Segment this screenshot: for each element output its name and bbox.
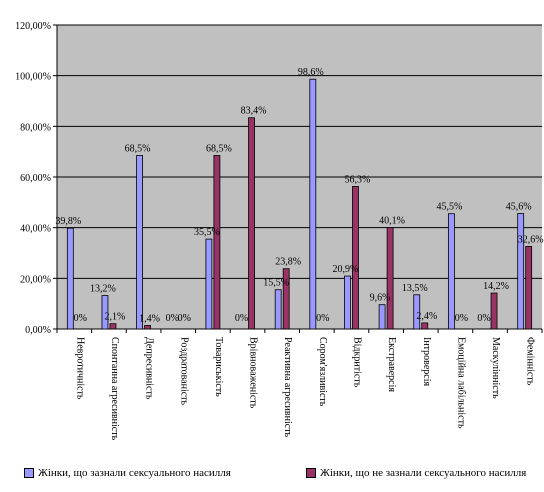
x-tick-label: Екстраверсія <box>386 337 397 392</box>
data-label-series-1: 0% <box>235 313 248 324</box>
data-label-series-1: 15,5% <box>263 278 289 289</box>
x-tick-label: Відкритість <box>351 337 362 388</box>
y-tick-label: 120,00% <box>15 21 51 32</box>
bar-series-2 <box>525 246 533 330</box>
bar-series-1 <box>101 295 109 330</box>
bar-series-1 <box>447 213 455 330</box>
bar-series-2 <box>144 325 152 330</box>
x-tick-label: Інтроверсія <box>421 337 432 386</box>
bar-series-1 <box>205 238 213 330</box>
data-label-series-2: 1,4% <box>139 313 160 324</box>
data-label-series-2: 0% <box>74 313 87 324</box>
x-tick-label: Маскулінність <box>490 337 501 399</box>
data-label-series-2: 14,2% <box>483 281 509 292</box>
bar-series-2 <box>490 292 498 330</box>
legend: Жінки, що зазнали сексуального насилля Жі… <box>0 462 544 484</box>
data-label-series-2: 0% <box>316 313 329 324</box>
legend-label: Жінки, що зазнали сексуального насилля <box>38 467 231 479</box>
bar-chart-svg: 0,00% 20,00% 40,00% 60,00% 80,00% 100,00% 120,… <box>15 21 544 441</box>
y-tick-label: 0,00% <box>25 325 51 336</box>
data-label-series-1: 13,5% <box>402 283 428 294</box>
data-label-series-2: 23,8% <box>275 257 301 268</box>
legend-item-series-2: Жінки, що не зазнали сексуального насилл… <box>306 462 526 484</box>
bar-series-1 <box>517 213 525 330</box>
bar-series-1 <box>274 289 282 330</box>
y-tick-label: 60,00% <box>20 173 51 184</box>
data-label-series-1: 9,6% <box>370 293 391 304</box>
data-label-series-2: 56,3% <box>345 174 371 185</box>
legend-swatch <box>24 468 34 478</box>
y-tick-label: 20,00% <box>20 274 51 285</box>
data-label-series-2: 32,6% <box>518 234 544 245</box>
bar-series-2 <box>352 185 359 330</box>
legend-label: Жінки, що не зазнали сексуального насилл… <box>320 467 527 479</box>
x-tick-label: Невротичність <box>74 337 85 400</box>
bar-series-2 <box>109 323 117 330</box>
bar-series-1 <box>66 227 74 330</box>
data-label-series-1: 39,8% <box>55 216 81 227</box>
data-label-series-2: 0% <box>455 313 468 324</box>
legend-swatch <box>306 468 316 478</box>
data-label-series-1: 0% <box>166 313 179 324</box>
x-tick-label: Сором'язливість <box>317 337 328 407</box>
data-label-series-2: 83,4% <box>241 106 267 117</box>
x-tick-label: Врівноваженість <box>248 337 259 409</box>
x-tick-label: Реактивна агресивність <box>282 337 293 438</box>
data-label-series-1: 98,6% <box>298 67 324 78</box>
data-label-series-2: 2,4% <box>416 311 437 322</box>
data-label-series-1: 45,6% <box>506 201 532 212</box>
data-label-series-2: 2,1% <box>105 312 126 323</box>
data-label-series-1: 0% <box>477 313 490 324</box>
data-label-series-2: 68,5% <box>206 143 232 154</box>
x-tick-label: Емоційна лабільність <box>455 337 466 429</box>
bar-series-2 <box>282 268 290 330</box>
data-label-series-1: 35,5% <box>194 227 220 238</box>
y-tick-label: 80,00% <box>20 122 51 133</box>
bar-series-1 <box>413 294 421 330</box>
data-label-series-2: 40,1% <box>379 215 405 226</box>
bar-series-2 <box>421 322 429 330</box>
bar-series-1 <box>136 155 144 330</box>
bar-series-1 <box>378 304 386 330</box>
data-label-series-1: 68,5% <box>125 143 151 154</box>
x-tick-label: Роздратованість <box>178 337 189 406</box>
y-tick-label: 40,00% <box>20 224 51 235</box>
y-tick-label: 100,00% <box>15 72 51 83</box>
legend-item-series-1: Жінки, що зазнали сексуального насилля <box>24 462 231 484</box>
bar-series-2 <box>248 117 255 330</box>
bar-series-2 <box>213 155 221 330</box>
data-label-series-2: 0% <box>178 313 191 324</box>
x-tick-label: Депресивність <box>144 337 155 400</box>
x-tick-label: Товариськість <box>213 337 224 397</box>
x-tick-label: Фемінність <box>525 337 536 386</box>
data-label-series-1: 20,9% <box>333 264 359 275</box>
bar-series-1 <box>309 78 317 330</box>
bar-series-1 <box>344 275 351 330</box>
x-tick-label: Спонтанна агресивність <box>109 337 120 441</box>
data-label-series-1: 13,2% <box>90 284 116 295</box>
bar-series-2 <box>386 227 394 330</box>
data-label-series-1: 45,5% <box>436 202 462 213</box>
